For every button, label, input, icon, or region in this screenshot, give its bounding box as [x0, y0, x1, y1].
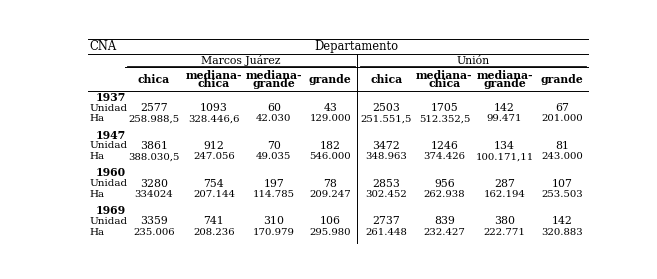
Text: 1246: 1246: [430, 141, 459, 151]
Text: 546.000: 546.000: [309, 152, 351, 161]
Text: 197: 197: [263, 179, 284, 189]
Text: 81: 81: [555, 141, 569, 151]
Text: Unidad: Unidad: [90, 179, 128, 188]
Text: 741: 741: [204, 216, 224, 226]
Text: Ha: Ha: [90, 190, 105, 199]
Text: 1705: 1705: [430, 103, 459, 113]
Text: 43: 43: [323, 103, 337, 113]
Text: grande: grande: [541, 74, 583, 85]
Text: 956: 956: [434, 179, 455, 189]
Text: 208.236: 208.236: [193, 228, 235, 237]
Text: Departamento: Departamento: [315, 40, 399, 53]
Text: chica: chica: [138, 74, 170, 85]
Text: 129.000: 129.000: [309, 114, 351, 123]
Text: 287: 287: [494, 179, 515, 189]
Text: Ha: Ha: [90, 152, 105, 161]
Text: 334024: 334024: [135, 190, 173, 199]
Text: 247.056: 247.056: [193, 152, 235, 161]
Text: mediana-: mediana-: [476, 70, 533, 81]
Text: Ha: Ha: [90, 228, 105, 237]
Text: 78: 78: [323, 179, 337, 189]
Text: 222.771: 222.771: [484, 228, 526, 237]
Text: 106: 106: [319, 216, 340, 226]
Text: 142: 142: [551, 216, 572, 226]
Text: 262.938: 262.938: [424, 190, 465, 199]
Text: 380: 380: [494, 216, 515, 226]
Text: 2577: 2577: [140, 103, 168, 113]
Text: CNA: CNA: [90, 40, 117, 53]
Text: 512.352,5: 512.352,5: [419, 114, 470, 123]
Text: 1937: 1937: [95, 92, 125, 103]
Text: 60: 60: [267, 103, 281, 113]
Text: 1960: 1960: [95, 167, 125, 178]
Text: 162.194: 162.194: [484, 190, 526, 199]
Text: 1969: 1969: [95, 205, 125, 216]
Text: 3359: 3359: [140, 216, 168, 226]
Text: 388.030,5: 388.030,5: [128, 152, 179, 161]
Text: grande: grande: [252, 78, 295, 89]
Text: 243.000: 243.000: [541, 152, 583, 161]
Text: grande: grande: [483, 78, 526, 89]
Text: chica: chica: [198, 78, 230, 89]
Text: 100.171,11: 100.171,11: [476, 152, 533, 161]
Text: 839: 839: [434, 216, 455, 226]
Text: 107: 107: [551, 179, 572, 189]
Text: mediana-: mediana-: [246, 70, 302, 81]
Text: Unidad: Unidad: [90, 141, 128, 150]
Text: 201.000: 201.000: [541, 114, 583, 123]
Text: Unidad: Unidad: [90, 104, 128, 113]
Text: 754: 754: [204, 179, 224, 189]
Text: Ha: Ha: [90, 114, 105, 123]
Text: 3472: 3472: [373, 141, 400, 151]
Text: 251.551,5: 251.551,5: [361, 114, 412, 123]
Text: 232.427: 232.427: [424, 228, 465, 237]
Text: 142: 142: [494, 103, 515, 113]
Text: 310: 310: [263, 216, 284, 226]
Text: 295.980: 295.980: [309, 228, 351, 237]
Text: 42.030: 42.030: [256, 114, 292, 123]
Text: Unión: Unión: [456, 56, 489, 66]
Text: 3280: 3280: [140, 179, 168, 189]
Text: Marcos Juárez: Marcos Juárez: [201, 55, 281, 66]
Text: 182: 182: [319, 141, 340, 151]
Text: 348.963: 348.963: [365, 152, 407, 161]
Text: 209.247: 209.247: [309, 190, 351, 199]
Text: 49.035: 49.035: [256, 152, 292, 161]
Text: 2737: 2737: [373, 216, 400, 226]
Text: mediana-: mediana-: [185, 70, 242, 81]
Text: 258.988,5: 258.988,5: [128, 114, 179, 123]
Text: 912: 912: [204, 141, 224, 151]
Text: Unidad: Unidad: [90, 217, 128, 226]
Text: 1947: 1947: [95, 130, 125, 141]
Text: 3861: 3861: [140, 141, 168, 151]
Text: 170.979: 170.979: [253, 228, 295, 237]
Text: 374.426: 374.426: [424, 152, 465, 161]
Text: 2503: 2503: [373, 103, 400, 113]
Text: 320.883: 320.883: [541, 228, 583, 237]
Text: 114.785: 114.785: [253, 190, 295, 199]
Text: 70: 70: [267, 141, 281, 151]
Text: 207.144: 207.144: [193, 190, 235, 199]
Text: 67: 67: [555, 103, 569, 113]
Text: 99.471: 99.471: [487, 114, 522, 123]
Text: 261.448: 261.448: [365, 228, 407, 237]
Text: 1093: 1093: [200, 103, 228, 113]
Text: 302.452: 302.452: [365, 190, 407, 199]
Text: 328.446,6: 328.446,6: [188, 114, 240, 123]
Text: 253.503: 253.503: [541, 190, 583, 199]
Text: 2853: 2853: [373, 179, 400, 189]
Text: 235.006: 235.006: [133, 228, 175, 237]
Text: mediana-: mediana-: [416, 70, 473, 81]
Text: chica: chica: [428, 78, 461, 89]
Text: 134: 134: [494, 141, 515, 151]
Text: chica: chica: [371, 74, 402, 85]
Text: grande: grande: [309, 74, 351, 85]
